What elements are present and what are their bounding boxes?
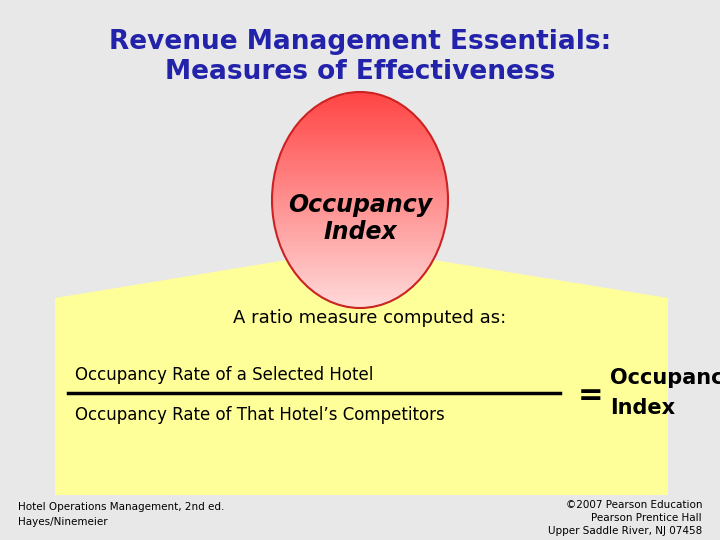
Bar bbox=[278, 159, 442, 163]
Text: Revenue Management Essentials:: Revenue Management Essentials: bbox=[109, 29, 611, 55]
Bar bbox=[273, 213, 447, 217]
Bar bbox=[290, 265, 430, 268]
Bar bbox=[276, 230, 444, 233]
Bar bbox=[346, 305, 374, 309]
Bar bbox=[281, 246, 439, 249]
Text: Occupancy Rate of That Hotel’s Competitors: Occupancy Rate of That Hotel’s Competito… bbox=[75, 406, 445, 424]
Bar bbox=[294, 270, 426, 274]
Text: =: = bbox=[578, 381, 603, 409]
Bar bbox=[272, 197, 448, 201]
Bar bbox=[274, 224, 446, 228]
Bar bbox=[274, 173, 446, 177]
Bar bbox=[273, 211, 447, 214]
Bar bbox=[273, 216, 447, 220]
Bar bbox=[296, 273, 424, 276]
Bar bbox=[277, 235, 443, 239]
Polygon shape bbox=[55, 248, 668, 495]
Bar bbox=[276, 232, 444, 236]
Bar bbox=[292, 267, 428, 271]
Bar bbox=[274, 176, 446, 179]
Bar bbox=[315, 105, 405, 109]
Text: A ratio measure computed as:: A ratio measure computed as: bbox=[233, 309, 507, 327]
Bar bbox=[306, 284, 414, 287]
Bar bbox=[336, 94, 384, 98]
Bar bbox=[336, 302, 384, 306]
Bar bbox=[272, 189, 448, 193]
Bar bbox=[309, 286, 411, 290]
Bar bbox=[329, 300, 391, 303]
Bar bbox=[274, 178, 446, 182]
Bar bbox=[289, 262, 431, 266]
Bar bbox=[272, 192, 448, 195]
Bar bbox=[284, 143, 436, 147]
Text: Index: Index bbox=[610, 398, 675, 418]
Text: ©2007 Pearson Education: ©2007 Pearson Education bbox=[565, 500, 702, 510]
Bar bbox=[298, 275, 422, 279]
Bar bbox=[273, 184, 447, 187]
Bar bbox=[273, 181, 447, 185]
Bar bbox=[306, 113, 414, 117]
Text: Hotel Operations Management, 2nd ed.: Hotel Operations Management, 2nd ed. bbox=[18, 502, 225, 512]
Bar bbox=[272, 200, 448, 204]
Bar bbox=[303, 116, 417, 120]
Bar bbox=[280, 243, 440, 247]
Text: Occupancy: Occupancy bbox=[288, 193, 432, 217]
Bar bbox=[296, 124, 424, 128]
Bar bbox=[272, 202, 448, 206]
Bar bbox=[273, 186, 447, 190]
Bar bbox=[277, 162, 443, 166]
Bar bbox=[309, 111, 411, 114]
Bar bbox=[272, 194, 448, 198]
Bar bbox=[300, 119, 420, 123]
Bar bbox=[278, 238, 442, 241]
Bar bbox=[324, 297, 396, 301]
Bar bbox=[286, 256, 434, 260]
Bar bbox=[274, 221, 446, 225]
Bar bbox=[287, 259, 433, 263]
Bar bbox=[303, 281, 417, 285]
Bar bbox=[346, 92, 374, 96]
Bar bbox=[329, 97, 391, 101]
Bar bbox=[286, 140, 434, 144]
Bar bbox=[282, 148, 438, 152]
Bar bbox=[290, 132, 430, 136]
Bar bbox=[272, 205, 448, 209]
Bar bbox=[312, 108, 408, 112]
Bar bbox=[283, 251, 437, 255]
Text: Hayes/Ninemeier: Hayes/Ninemeier bbox=[18, 517, 107, 527]
Bar bbox=[279, 157, 441, 160]
Text: Occupancy: Occupancy bbox=[610, 368, 720, 388]
Text: Upper Saddle River, NJ 07458: Upper Saddle River, NJ 07458 bbox=[548, 526, 702, 536]
Bar bbox=[315, 292, 405, 295]
Bar bbox=[292, 130, 428, 133]
Bar bbox=[281, 151, 439, 155]
Bar bbox=[289, 135, 431, 139]
Bar bbox=[300, 278, 420, 282]
Bar bbox=[276, 165, 444, 168]
Bar bbox=[284, 254, 436, 258]
Text: Occupancy Rate of a Selected Hotel: Occupancy Rate of a Selected Hotel bbox=[75, 366, 374, 384]
Bar bbox=[279, 240, 441, 244]
Bar bbox=[274, 219, 446, 222]
Bar bbox=[275, 170, 445, 174]
Bar bbox=[280, 154, 440, 158]
Bar bbox=[287, 138, 433, 141]
Bar bbox=[298, 122, 422, 125]
Bar bbox=[275, 227, 445, 231]
Text: Measures of Effectiveness: Measures of Effectiveness bbox=[165, 59, 555, 85]
Text: Pearson Prentice Hall: Pearson Prentice Hall bbox=[591, 513, 702, 523]
Text: Index: Index bbox=[323, 220, 397, 244]
Bar bbox=[272, 208, 448, 212]
Bar bbox=[312, 289, 408, 293]
Bar bbox=[324, 100, 396, 104]
Bar bbox=[320, 294, 400, 298]
Bar bbox=[320, 103, 400, 106]
Bar bbox=[283, 146, 437, 150]
Bar bbox=[276, 167, 444, 171]
Bar bbox=[294, 127, 426, 131]
Bar bbox=[282, 248, 438, 252]
